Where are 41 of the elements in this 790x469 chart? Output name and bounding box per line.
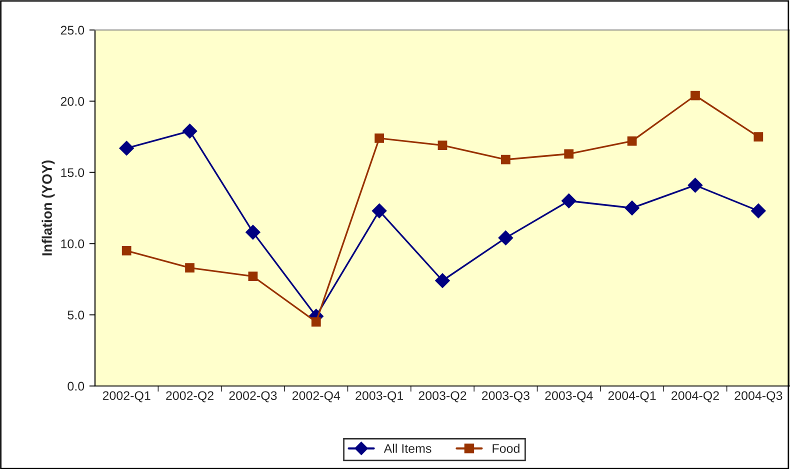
y-tick-label: 15.0 <box>61 168 84 178</box>
point <box>438 140 448 150</box>
point <box>564 149 574 159</box>
point <box>374 134 384 143</box>
point <box>751 203 766 218</box>
point <box>372 203 387 218</box>
y-tick-label: 0.0 <box>68 382 84 391</box>
y-tick-label: 10.0 <box>61 239 84 248</box>
x-tick-label: 2003-Q3 <box>482 391 530 402</box>
point <box>627 136 637 146</box>
point <box>624 200 640 216</box>
y-tick-label: 20.0 <box>60 97 84 106</box>
y-axis-title: Inflation (YOY) <box>42 160 55 256</box>
point <box>185 263 194 272</box>
x-tick-label: 2002-Q2 <box>166 391 214 402</box>
x-tick-label: 2004-Q1 <box>608 391 656 402</box>
point <box>122 246 132 256</box>
point <box>248 272 258 282</box>
x-tick-label: 2003-Q2 <box>418 391 466 402</box>
point <box>561 193 576 208</box>
y-tick-label: 5.0 <box>68 310 84 320</box>
point <box>311 317 321 327</box>
point <box>246 224 260 240</box>
x-tick-label: 2004-Q2 <box>672 391 719 402</box>
point <box>182 124 198 138</box>
legend-label: All Items <box>384 444 432 453</box>
point <box>119 140 134 156</box>
x-tick-label: 2004-Q3 <box>734 391 782 402</box>
point <box>498 230 514 246</box>
point <box>688 178 703 193</box>
point <box>435 273 450 288</box>
point <box>690 90 700 100</box>
x-tick-label: 2003-Q1 <box>356 391 404 402</box>
y-tick-label: 25.0 <box>60 26 84 35</box>
point <box>754 132 764 142</box>
x-tick-label: 2003-Q4 <box>545 391 593 402</box>
x-tick-label: 2002-Q4 <box>292 391 340 402</box>
legend-label: Food <box>492 444 520 453</box>
point <box>500 154 510 164</box>
x-tick-label: 2002-Q3 <box>229 391 277 402</box>
x-tick-label: 2002-Q1 <box>102 391 150 402</box>
